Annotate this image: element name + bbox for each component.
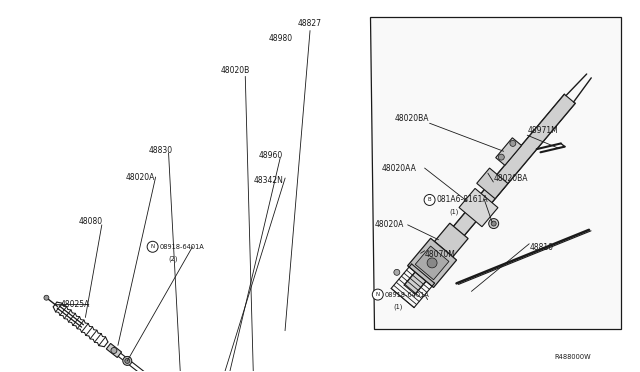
Text: 48830: 48830: [148, 145, 173, 155]
Text: 48020A: 48020A: [125, 173, 155, 182]
Text: 48980: 48980: [268, 34, 292, 43]
Text: B: B: [428, 198, 431, 202]
Text: 48070M: 48070M: [424, 250, 456, 259]
Text: (1): (1): [394, 303, 403, 310]
Polygon shape: [435, 223, 468, 257]
Text: 48971M: 48971M: [527, 126, 558, 135]
Polygon shape: [370, 17, 621, 330]
Text: 48020AA: 48020AA: [382, 164, 417, 173]
Text: N: N: [376, 292, 380, 297]
Circle shape: [510, 140, 516, 147]
Circle shape: [492, 221, 496, 226]
Polygon shape: [106, 343, 122, 357]
Polygon shape: [459, 189, 498, 227]
Text: (2): (2): [168, 256, 178, 262]
Circle shape: [427, 258, 437, 268]
Circle shape: [424, 195, 435, 205]
Polygon shape: [496, 138, 522, 165]
Text: 08918-6401A: 08918-6401A: [159, 244, 204, 250]
Text: 48020BA: 48020BA: [493, 173, 528, 183]
Circle shape: [372, 289, 383, 300]
Text: R488000W: R488000W: [554, 355, 591, 360]
Circle shape: [147, 241, 158, 252]
Text: 48827: 48827: [298, 19, 322, 28]
Text: 48025A: 48025A: [61, 300, 90, 309]
Polygon shape: [404, 94, 575, 294]
Circle shape: [125, 358, 130, 363]
Text: 48342N: 48342N: [253, 176, 283, 185]
Circle shape: [489, 219, 499, 228]
Text: 081A6-8161A: 081A6-8161A: [436, 195, 488, 205]
Polygon shape: [415, 246, 449, 280]
Circle shape: [111, 347, 117, 353]
Text: N: N: [150, 244, 155, 249]
Circle shape: [499, 154, 504, 160]
Text: (1): (1): [449, 209, 459, 215]
Text: 48960: 48960: [258, 151, 282, 160]
Text: 08918-6401A: 08918-6401A: [385, 292, 429, 298]
Text: 48810: 48810: [529, 243, 553, 252]
Circle shape: [123, 356, 132, 365]
Text: 48080: 48080: [79, 217, 103, 227]
Text: 48020A: 48020A: [375, 220, 404, 230]
Circle shape: [44, 295, 49, 300]
Text: 48020B: 48020B: [220, 66, 250, 75]
Circle shape: [394, 269, 400, 275]
Text: 48020BA: 48020BA: [395, 114, 429, 123]
Polygon shape: [408, 238, 456, 288]
Polygon shape: [477, 168, 508, 199]
